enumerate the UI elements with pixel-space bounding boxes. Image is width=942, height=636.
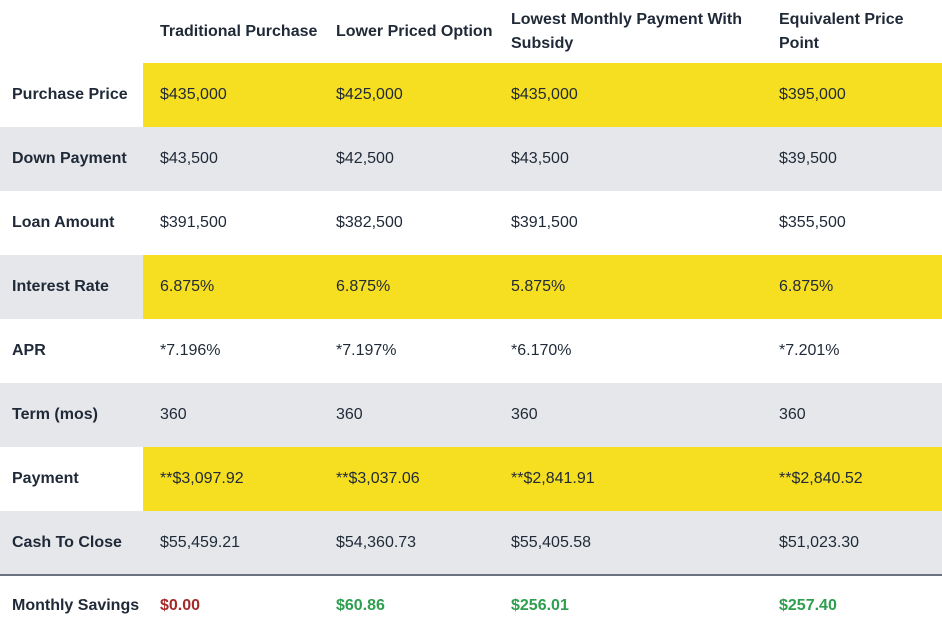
table-cell: $43,500	[511, 150, 569, 167]
table-cell: $435,000	[143, 63, 319, 127]
table-cell: **$2,840.52	[762, 447, 942, 511]
table-cell: $382,500	[336, 214, 403, 231]
table-cell: $55,405.58	[511, 533, 592, 551]
savings-value: $0.00	[160, 597, 201, 614]
table-cell: 6.875%	[319, 255, 494, 319]
row-label: Term (mos)	[12, 406, 98, 423]
column-header-equivalent: Equivalent Price Point	[779, 10, 904, 52]
table-cell: *7.197%	[336, 342, 397, 359]
table-cell: 6.875%	[762, 255, 942, 319]
table-cell: 360	[160, 406, 187, 423]
table-cell: 360	[779, 406, 806, 423]
row-label: APR	[12, 342, 46, 359]
table-cell: 360	[336, 406, 363, 423]
row-interest-rate: Interest Rate 6.875% 6.875% 5.875% 6.875…	[0, 255, 942, 319]
table-cell: $425,000	[319, 63, 494, 127]
table-cell: $43,500	[160, 150, 218, 167]
table-cell: $391,500	[160, 214, 227, 231]
row-purchase-price: Purchase Price $435,000 $425,000 $435,00…	[0, 63, 942, 127]
table-cell: $395,000	[762, 63, 942, 127]
column-header-subsidy: Lowest Monthly Payment With Subsidy	[511, 10, 742, 52]
table-cell: $54,360.73	[336, 533, 417, 551]
table-cell: $51,023.30	[779, 533, 860, 551]
column-header-lower-priced: Lower Priced Option	[336, 22, 493, 40]
table-cell: $55,459.21	[160, 533, 241, 551]
row-label: Interest Rate	[12, 278, 109, 295]
table-cell: 6.875%	[143, 255, 319, 319]
table-cell: $39,500	[779, 150, 837, 167]
table-cell: *7.196%	[160, 342, 221, 359]
row-label: Loan Amount	[12, 214, 115, 231]
savings-value: $256.01	[511, 597, 569, 614]
header-corner	[0, 0, 143, 63]
table-cell: $391,500	[511, 214, 578, 231]
row-payment: Payment **$3,097.92 **$3,037.06 **$2,841…	[0, 447, 942, 511]
column-header-traditional: Traditional Purchase	[160, 22, 318, 40]
savings-value: $60.86	[336, 597, 385, 614]
savings-value: $257.40	[779, 597, 837, 614]
table-cell: 5.875%	[494, 255, 762, 319]
header-row: Traditional Purchase Lower Priced Option…	[0, 0, 942, 63]
row-monthly-savings: Monthly Savings $0.00 $60.86 $256.01 $25…	[0, 575, 942, 636]
table-cell: 360	[511, 406, 538, 423]
table-cell: $42,500	[336, 150, 394, 167]
row-cash-to-close: Cash To Close $55,459.21 $54,360.73 $55,…	[0, 511, 942, 575]
table-cell: **$2,841.91	[494, 447, 762, 511]
row-label: Cash To Close	[12, 533, 122, 551]
row-label: Monthly Savings	[12, 597, 140, 614]
table-cell: $355,500	[779, 214, 846, 231]
row-label: Payment	[12, 470, 79, 487]
table-cell: *7.201%	[779, 342, 840, 359]
row-down-payment: Down Payment $43,500 $42,500 $43,500 $39…	[0, 127, 942, 191]
table-cell: $435,000	[494, 63, 762, 127]
table-cell: **$3,037.06	[319, 447, 494, 511]
row-apr: APR *7.196% *7.197% *6.170% *7.201%	[0, 319, 942, 383]
table-cell: *6.170%	[511, 342, 572, 359]
row-term: Term (mos) 360 360 360 360	[0, 383, 942, 447]
row-loan-amount: Loan Amount $391,500 $382,500 $391,500 $…	[0, 191, 942, 255]
row-label: Down Payment	[12, 150, 127, 167]
table-cell: **$3,097.92	[143, 447, 319, 511]
row-label: Purchase Price	[12, 86, 128, 103]
